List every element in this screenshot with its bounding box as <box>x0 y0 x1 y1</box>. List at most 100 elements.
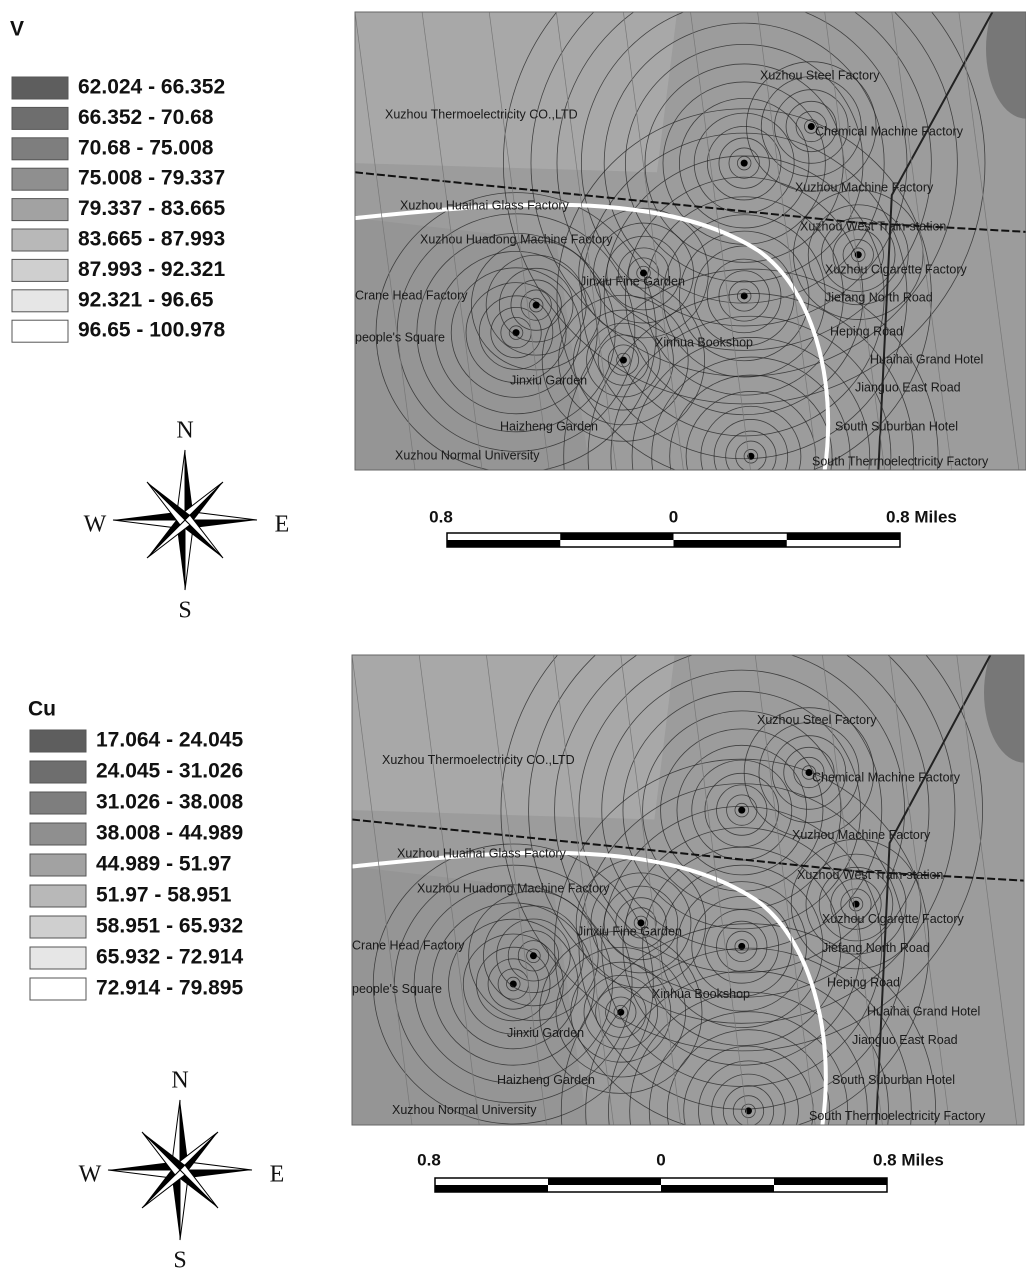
map-label: Crane Head Factory <box>355 288 468 302</box>
compass-n: N <box>176 418 193 444</box>
scale-center: 0 <box>656 1150 665 1169</box>
panel: V 62.024 - 66.352 66.352 - 70.68 70.68 - 75… <box>10 0 1026 643</box>
legend-label: 44.989 - 51.97 <box>96 853 231 876</box>
map-label: Xuzhou Huaihai Glass Factory <box>397 846 567 860</box>
map-label: Xinhua Bookshop <box>655 335 753 349</box>
legend-swatch <box>12 259 68 281</box>
scale-segment <box>435 1185 548 1192</box>
legend-title: V <box>10 18 24 41</box>
scale-segment <box>787 533 900 540</box>
legend-label: 51.97 - 58.951 <box>96 884 232 907</box>
panel: Cu 17.064 - 24.045 24.045 - 31.026 31.026 -… <box>28 569 1026 1274</box>
map-label: people's Square <box>352 982 442 996</box>
map-label: Huaihai Grand Hotel <box>867 1004 980 1018</box>
map-label: Xuzhou Thermoelectricity CO.,LTD <box>385 107 578 121</box>
legend-label: 75.008 - 79.337 <box>78 167 225 190</box>
legend-swatch <box>30 947 86 969</box>
legend-swatch <box>30 761 86 783</box>
scale-segment <box>560 533 673 540</box>
site-dot <box>741 160 748 167</box>
legend-label: 79.337 - 83.665 <box>78 197 225 220</box>
legend-swatch <box>12 77 68 99</box>
scale-left: 0.8 <box>429 507 453 526</box>
map-label: South Thermoelectricity Factory <box>812 454 989 468</box>
map-label: Heping Road <box>827 976 900 990</box>
map-label: Jinxiu Fine Garden <box>580 274 685 288</box>
legend-title: Cu <box>28 698 56 721</box>
legend-label: 38.008 - 44.989 <box>96 822 243 845</box>
site-dot <box>738 943 745 950</box>
site-dot <box>855 251 862 258</box>
legend-label: 31.026 - 38.008 <box>96 791 243 814</box>
legend-label: 87.993 - 92.321 <box>78 258 225 281</box>
scale-segment <box>774 1178 887 1185</box>
legend-label: 72.914 - 79.895 <box>96 977 243 1000</box>
compass-w: W <box>79 1162 102 1188</box>
map-label: Xuzhou Cigarette Factory <box>825 262 967 276</box>
compass-n: N <box>171 1068 188 1094</box>
site-dot <box>533 302 540 309</box>
scale-center: 0 <box>669 507 678 526</box>
map-label: Xuzhou Normal University <box>392 1103 537 1117</box>
map-label: Jiefang North Road <box>822 941 930 955</box>
map-label: South Suburban Hotel <box>832 1073 955 1087</box>
legend-swatch <box>12 107 68 129</box>
scale-segment <box>447 540 560 547</box>
map-label: Chemical Machine Factory <box>815 124 964 138</box>
map-label: Xuzhou Huaihai Glass Factory <box>400 198 570 212</box>
legend-label: 66.352 - 70.68 <box>78 106 214 129</box>
map-label: Jianguo East Road <box>855 380 961 394</box>
legend-swatch <box>12 199 68 221</box>
legend-swatch <box>30 730 86 752</box>
legend-swatch <box>30 885 86 907</box>
legend-label: 24.045 - 31.026 <box>96 760 243 783</box>
compass-s: S <box>178 598 191 624</box>
scale-segment <box>674 540 787 547</box>
compass-s: S <box>173 1248 186 1274</box>
map-label: Xinhua Bookshop <box>652 987 750 1001</box>
legend-label: 65.932 - 72.914 <box>96 946 243 969</box>
legend-swatch <box>12 168 68 190</box>
compass-e: E <box>270 1162 285 1188</box>
map-label: Xuzhou West Train-station <box>797 868 943 882</box>
site-dot <box>808 123 815 130</box>
legend-swatch <box>12 290 68 312</box>
scale-segment <box>548 1178 661 1185</box>
map-label: Chemical Machine Factory <box>812 770 961 784</box>
map-label: Huaihai Grand Hotel <box>870 352 983 366</box>
map-label: Xuzhou Machine Factory <box>792 828 931 842</box>
legend-label: 70.68 - 75.008 <box>78 136 214 159</box>
compass-w: W <box>84 512 107 538</box>
compass-rose <box>113 450 257 590</box>
map-label: Xuzhou Machine Factory <box>795 180 934 194</box>
map-label: Crane Head Factory <box>352 939 465 953</box>
map-label: Jinxiu Fine Garden <box>577 924 682 938</box>
figure: V 62.024 - 66.352 66.352 - 70.68 70.68 - 75… <box>0 0 1026 1274</box>
legend-swatch <box>12 229 68 251</box>
map-label: Haizheng Garden <box>500 419 598 433</box>
map-label: South Thermoelectricity Factory <box>809 1109 986 1123</box>
map-label: Heping Road <box>830 324 903 338</box>
map-label: Xuzhou Cigarette Factory <box>822 912 964 926</box>
map-label: Xuzhou Huadong Machine Factory <box>417 881 610 895</box>
map-label: Jianguo East Road <box>852 1033 958 1047</box>
map-label: Jinxiu Garden <box>507 1026 584 1040</box>
legend-label: 83.665 - 87.993 <box>78 228 225 251</box>
legend-swatch <box>30 792 86 814</box>
legend-label: 62.024 - 66.352 <box>78 76 225 99</box>
legend-swatch <box>12 320 68 342</box>
map-label: Xuzhou Normal University <box>395 448 540 462</box>
map-label: people's Square <box>355 330 445 344</box>
scale-right: 0.8 Miles <box>873 1150 944 1169</box>
compass-rose <box>108 1100 252 1240</box>
legend-label: 92.321 - 96.65 <box>78 288 214 311</box>
legend-swatch <box>30 978 86 1000</box>
map-label: Xuzhou Steel Factory <box>757 713 877 727</box>
scale-right: 0.8 Miles <box>886 507 957 526</box>
scale-left: 0.8 <box>417 1150 441 1169</box>
legend-label: 58.951 - 65.932 <box>96 915 243 938</box>
legend-swatch <box>30 823 86 845</box>
legend-label: 17.064 - 24.045 <box>96 729 243 752</box>
map-region <box>352 655 675 820</box>
map-label: Xuzhou Huadong Machine Factory <box>420 232 613 246</box>
